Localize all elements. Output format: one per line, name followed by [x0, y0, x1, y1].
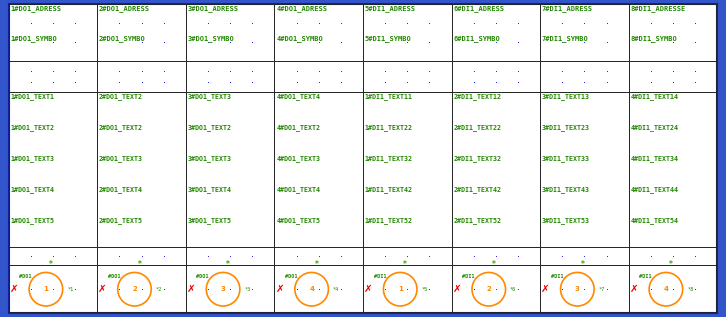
Text: ✗: ✗ — [364, 284, 372, 294]
Text: 4#DI1_TEXT44: 4#DI1_TEXT44 — [630, 186, 679, 193]
Text: 1#DO1_TEXT1: 1#DO1_TEXT1 — [10, 93, 54, 100]
Text: ✗: ✗ — [541, 284, 550, 294]
Text: 2#DO1_ADRESS: 2#DO1_ADRESS — [99, 5, 150, 12]
Text: 6#DI1_SYMBO: 6#DI1_SYMBO — [453, 35, 500, 42]
Text: *: * — [404, 260, 407, 269]
Text: ✗: ✗ — [9, 284, 18, 294]
Text: #DO1: #DO1 — [108, 274, 121, 279]
Text: 8#DI1_SYMBO: 8#DI1_SYMBO — [630, 35, 677, 42]
Text: 2#DI1_TEXT42: 2#DI1_TEXT42 — [453, 186, 502, 193]
Text: 4#DO1_TEXT2: 4#DO1_TEXT2 — [276, 124, 320, 131]
Text: 1: 1 — [44, 286, 49, 292]
Text: 3#DI1_TEXT13: 3#DI1_TEXT13 — [542, 93, 590, 100]
Text: 3#DI1_TEXT43: 3#DI1_TEXT43 — [542, 186, 590, 193]
Text: 1#DI1_TEXT52: 1#DI1_TEXT52 — [364, 217, 413, 223]
Text: 1: 1 — [398, 286, 403, 292]
Text: 3#DO1_TEXT5: 3#DO1_TEXT5 — [187, 217, 232, 223]
Text: 3#DO1_ADRESS: 3#DO1_ADRESS — [187, 5, 239, 12]
Text: 7#DI1_ADRESS: 7#DI1_ADRESS — [542, 5, 593, 12]
Text: 3#DO1_TEXT3: 3#DO1_TEXT3 — [187, 155, 232, 162]
Text: 3#DO1_TEXT3: 3#DO1_TEXT3 — [187, 93, 232, 100]
Text: *1: *1 — [67, 287, 73, 292]
Text: 1#DI1_TEXT11: 1#DI1_TEXT11 — [364, 93, 413, 100]
Text: 3: 3 — [221, 286, 226, 292]
Text: ✗: ✗ — [452, 284, 461, 294]
Text: #DO1: #DO1 — [20, 274, 32, 279]
Text: *3: *3 — [244, 287, 250, 292]
Text: *2: *2 — [155, 287, 162, 292]
Text: 2#DO1_TEXT2: 2#DO1_TEXT2 — [99, 93, 143, 100]
Text: 1#DO1_SYMBO: 1#DO1_SYMBO — [10, 35, 57, 42]
Text: #DI1: #DI1 — [640, 274, 652, 279]
Text: ✗: ✗ — [98, 284, 107, 294]
Text: 3: 3 — [575, 286, 580, 292]
Text: #DO1: #DO1 — [197, 274, 209, 279]
Text: 6#DI1_ADRESS: 6#DI1_ADRESS — [453, 5, 505, 12]
Text: ✗: ✗ — [275, 284, 284, 294]
Text: 5#DI1_ADRESS: 5#DI1_ADRESS — [364, 5, 416, 12]
Text: ✗: ✗ — [187, 284, 195, 294]
Text: ✗: ✗ — [629, 284, 638, 294]
Text: 4#DO1_ADRESS: 4#DO1_ADRESS — [276, 5, 327, 12]
Text: 4#DI1_TEXT34: 4#DI1_TEXT34 — [630, 155, 679, 162]
Text: 3#DO1_TEXT4: 3#DO1_TEXT4 — [187, 186, 232, 193]
Text: 2#DO1_TEXT5: 2#DO1_TEXT5 — [99, 217, 143, 223]
Text: 4#DO1_TEXT5: 4#DO1_TEXT5 — [276, 217, 320, 223]
Text: 2#DO1_SYMBO: 2#DO1_SYMBO — [99, 35, 146, 42]
Text: *8: *8 — [687, 287, 693, 292]
Text: *: * — [669, 260, 673, 269]
Text: *: * — [49, 260, 53, 269]
Text: *5: *5 — [421, 287, 428, 292]
Text: 1#DI1_TEXT22: 1#DI1_TEXT22 — [364, 124, 413, 131]
Text: #DO1: #DO1 — [285, 274, 298, 279]
Text: *: * — [492, 260, 496, 269]
Text: 1#DO1_TEXT5: 1#DO1_TEXT5 — [10, 217, 54, 223]
Text: 4: 4 — [309, 286, 314, 292]
Text: 2: 2 — [486, 286, 492, 292]
Text: 1#DI1_TEXT42: 1#DI1_TEXT42 — [364, 186, 413, 193]
Text: 2#DI1_TEXT22: 2#DI1_TEXT22 — [453, 124, 502, 131]
Text: 7#DI1_SYMBO: 7#DI1_SYMBO — [542, 35, 589, 42]
Text: 2#DO1_TEXT2: 2#DO1_TEXT2 — [99, 124, 143, 131]
Text: 1#DO1_TEXT3: 1#DO1_TEXT3 — [10, 155, 54, 162]
Text: *7: *7 — [598, 287, 605, 292]
Text: *6: *6 — [510, 287, 516, 292]
Text: 3#DI1_TEXT23: 3#DI1_TEXT23 — [542, 124, 590, 131]
Text: 1#DO1_TEXT4: 1#DO1_TEXT4 — [10, 186, 54, 193]
Text: 8#DI1_ADRESSE: 8#DI1_ADRESSE — [630, 5, 686, 12]
Text: *: * — [138, 260, 142, 269]
Text: *4: *4 — [333, 287, 339, 292]
Text: #DI1: #DI1 — [374, 274, 386, 279]
Text: 4#DO1_TEXT4: 4#DO1_TEXT4 — [276, 93, 320, 100]
Text: 4#DI1_TEXT14: 4#DI1_TEXT14 — [630, 93, 679, 100]
Text: 4#DI1_TEXT54: 4#DI1_TEXT54 — [630, 217, 679, 223]
Text: 4#DO1_TEXT3: 4#DO1_TEXT3 — [276, 155, 320, 162]
Text: 4#DO1_SYMBO: 4#DO1_SYMBO — [276, 35, 323, 42]
Text: 1#DO1_TEXT2: 1#DO1_TEXT2 — [10, 124, 54, 131]
Text: 1#DI1_TEXT32: 1#DI1_TEXT32 — [364, 155, 413, 162]
Text: #DI1: #DI1 — [551, 274, 563, 279]
Text: 3#DI1_TEXT53: 3#DI1_TEXT53 — [542, 217, 590, 223]
Text: 4#DO1_TEXT4: 4#DO1_TEXT4 — [276, 186, 320, 193]
Text: 2#DO1_TEXT4: 2#DO1_TEXT4 — [99, 186, 143, 193]
Text: 2#DO1_TEXT3: 2#DO1_TEXT3 — [99, 155, 143, 162]
Text: 3#DO1_SYMBO: 3#DO1_SYMBO — [187, 35, 234, 42]
Text: 4: 4 — [664, 286, 669, 292]
Text: 2#DI1_TEXT52: 2#DI1_TEXT52 — [453, 217, 502, 223]
Text: 3#DI1_TEXT33: 3#DI1_TEXT33 — [542, 155, 590, 162]
Text: 2#DI1_TEXT12: 2#DI1_TEXT12 — [453, 93, 502, 100]
Text: *: * — [315, 260, 319, 269]
Text: *: * — [227, 260, 230, 269]
Text: *: * — [581, 260, 584, 269]
Text: 2: 2 — [132, 286, 137, 292]
Text: #DI1: #DI1 — [462, 274, 475, 279]
Text: 2#DI1_TEXT32: 2#DI1_TEXT32 — [453, 155, 502, 162]
Text: 4#DI1_TEXT24: 4#DI1_TEXT24 — [630, 124, 679, 131]
Text: 5#DI1_SYMBO: 5#DI1_SYMBO — [364, 35, 412, 42]
Text: 3#DO1_TEXT2: 3#DO1_TEXT2 — [187, 124, 232, 131]
Text: 1#DO1_ADRESS: 1#DO1_ADRESS — [10, 5, 62, 12]
